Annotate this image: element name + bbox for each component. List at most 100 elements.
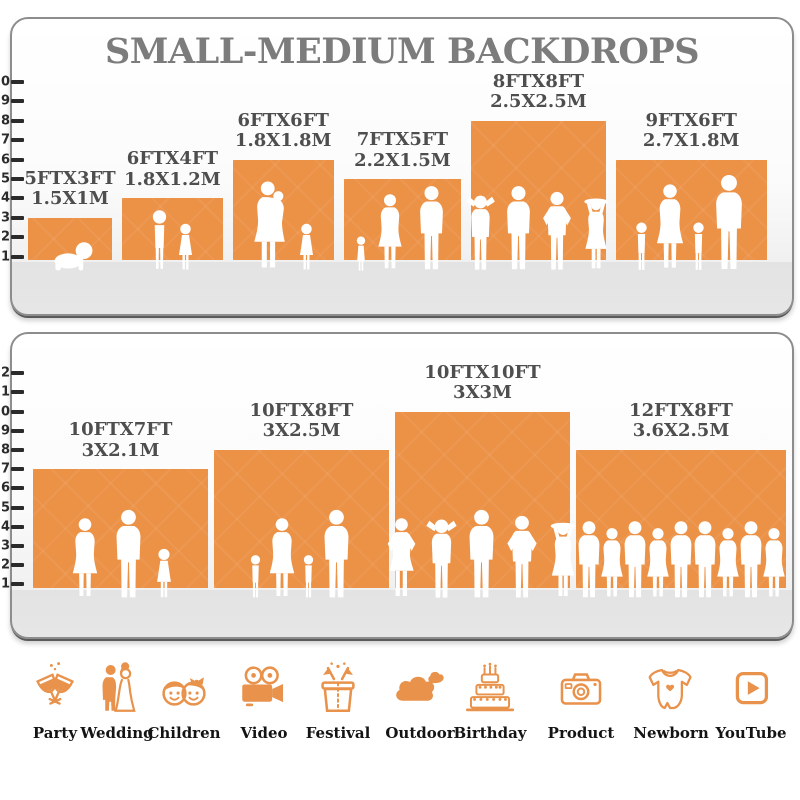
ruler-number: 2 xyxy=(0,229,10,245)
ruler-tick xyxy=(11,99,24,104)
ruler-tick xyxy=(11,118,24,123)
size-m: 3X3M xyxy=(453,381,512,403)
ruler-number: 11 xyxy=(0,384,10,400)
category-wedding: Wedding xyxy=(71,660,163,742)
wedding-icon xyxy=(102,662,136,712)
silhouette-pose-hips xyxy=(539,191,575,273)
category-label: Video xyxy=(240,724,288,742)
category-label: Children xyxy=(147,724,221,742)
silhouette-man xyxy=(463,509,500,601)
ruler-number: 4 xyxy=(0,519,10,535)
size-m: 3X2.1M xyxy=(81,439,160,461)
backdrop-10ftx10ft xyxy=(395,411,570,589)
silhouette-group xyxy=(568,520,794,601)
size-m: 2.5X2.5M xyxy=(490,91,587,113)
size-ft: 7FTX5FT xyxy=(356,128,449,150)
silhouette-girl xyxy=(177,223,194,273)
category-newborn: Newborn xyxy=(625,660,717,742)
category-label: YouTube xyxy=(715,724,787,742)
ruler-tick xyxy=(11,486,24,491)
ruler-tick xyxy=(11,447,24,452)
ruler-tick xyxy=(11,390,24,395)
silhouette-group xyxy=(25,509,216,601)
ruler-number: 4 xyxy=(0,190,10,206)
category-outdoor: Outdoor xyxy=(374,660,466,742)
silhouette-man xyxy=(709,174,749,273)
ruler-tick xyxy=(11,196,24,201)
ruler-tick xyxy=(11,543,24,548)
size-ft: 10FTX7FT xyxy=(68,419,173,441)
silhouette-child xyxy=(691,221,706,273)
ruler-tick xyxy=(11,157,24,162)
ruler-number: 2 xyxy=(0,557,10,573)
size-m: 3X2.5M xyxy=(262,420,341,442)
silhouette-toddler xyxy=(356,235,366,273)
birthday-icon xyxy=(465,662,515,712)
size-m: 1.8X1.2M xyxy=(124,168,221,190)
category-party: Party xyxy=(9,660,101,742)
silhouette-group xyxy=(225,181,342,273)
silhouette-group xyxy=(463,185,613,273)
size-ft: 10FTX8FT xyxy=(249,399,354,421)
silhouette-group xyxy=(608,174,775,273)
ruler-number: 5 xyxy=(0,500,10,515)
ruler-number: 1 xyxy=(0,576,10,592)
ruler-number: 8 xyxy=(0,113,10,129)
ruler-number: 1 xyxy=(0,249,10,265)
backdrop-size-label: 6FTX4FT 1.8X1.2M xyxy=(124,149,221,190)
ruler-number: 3 xyxy=(0,538,10,554)
ruler-number: 10 xyxy=(0,404,10,419)
silhouette-woman xyxy=(759,527,789,601)
silhouette-child xyxy=(302,553,315,601)
backdrop-6ftx6ft xyxy=(232,159,334,260)
ruler-tick xyxy=(11,582,24,587)
silhouette-woman xyxy=(374,193,406,273)
ruler-tick xyxy=(11,254,24,259)
size-ft: 8FTX8FT xyxy=(492,70,585,92)
category-label: Newborn xyxy=(633,724,709,742)
ruler-number: 9 xyxy=(0,423,10,439)
backdrop-8ftx8ft xyxy=(471,120,605,260)
ruler-number: 3 xyxy=(0,210,10,226)
newborn-icon xyxy=(648,668,692,710)
category-label: Birthday xyxy=(453,724,527,742)
backdrop-7ftx5ft xyxy=(343,179,462,260)
silhouette-man xyxy=(110,509,147,601)
backdrop-10ftx8ft xyxy=(214,449,389,588)
party-icon xyxy=(36,662,74,705)
backdrop-9ftx6ft xyxy=(615,159,767,260)
size-ft: 6FTX6FT xyxy=(237,109,329,131)
backdrop-size-label: 10FTX10FT 3X3M xyxy=(424,362,540,403)
backdrop-6ftx4ft xyxy=(122,198,223,260)
ruler-tick xyxy=(11,428,24,433)
category-youtube: YouTube xyxy=(705,660,797,742)
backdrop-10ftx7ft xyxy=(33,469,208,588)
page-title: SMALL-MEDIUM BACKDROPS xyxy=(104,31,700,72)
backdrop-size-label: 5FTX3FT 1.5X1M xyxy=(24,168,115,210)
size-ft: 9FTX6FT xyxy=(645,109,737,131)
category-product: Product xyxy=(535,660,627,742)
silhouette-girl xyxy=(155,548,173,601)
festival-icon xyxy=(321,662,355,713)
silhouette-pose-hips xyxy=(503,515,541,601)
silhouette-boy xyxy=(150,209,169,273)
silhouette-mother-baby xyxy=(251,181,290,273)
ruler-number: 12 xyxy=(0,365,10,381)
ruler-number: 8 xyxy=(0,442,10,458)
silhouette-child xyxy=(634,221,649,273)
ruler-tick xyxy=(11,80,24,84)
ruler-tick xyxy=(11,138,24,143)
silhouette-child xyxy=(249,553,262,601)
silhouette-girl xyxy=(298,223,315,273)
size-ft: 6FTX4FT xyxy=(126,148,219,170)
category-festival: Festival xyxy=(292,660,384,742)
ruler-number: 9 xyxy=(0,93,10,109)
outdoor-icon xyxy=(396,671,444,701)
size-m: 2.7X1.8M xyxy=(642,130,740,152)
ruler-tick xyxy=(11,409,24,414)
backdrop-12ftx8ft xyxy=(576,449,786,588)
ruler-number: 7 xyxy=(0,132,10,148)
ruler-tick xyxy=(11,563,24,568)
backdrop-size-label: 10FTX8FT 3X2.5M xyxy=(249,399,354,442)
backdrop-size-label: 7FTX5FT 2.2X1.5M xyxy=(354,128,451,171)
